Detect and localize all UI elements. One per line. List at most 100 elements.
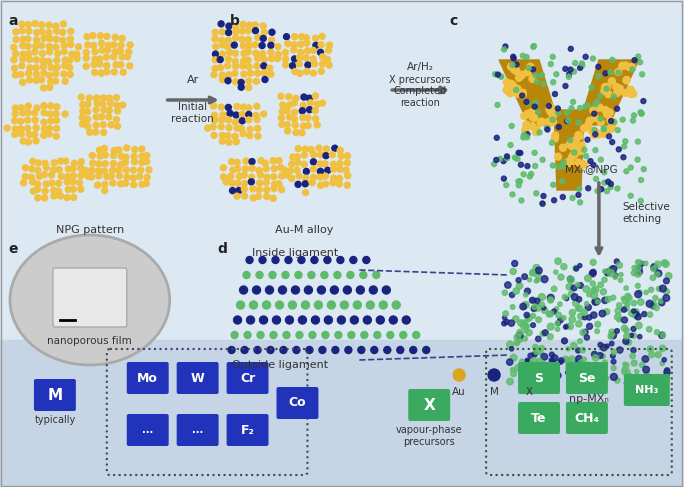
Circle shape	[514, 62, 519, 67]
Circle shape	[516, 150, 521, 155]
Circle shape	[550, 117, 555, 122]
Polygon shape	[499, 60, 559, 125]
Circle shape	[282, 62, 289, 68]
Circle shape	[118, 42, 124, 48]
Circle shape	[541, 276, 548, 282]
Circle shape	[512, 88, 519, 95]
Circle shape	[34, 186, 40, 192]
Circle shape	[624, 333, 629, 339]
Circle shape	[586, 186, 591, 191]
Circle shape	[238, 84, 244, 90]
Circle shape	[567, 160, 574, 167]
Circle shape	[47, 131, 52, 137]
Circle shape	[622, 90, 629, 96]
Circle shape	[514, 88, 518, 93]
Circle shape	[218, 21, 224, 27]
Circle shape	[617, 347, 623, 353]
Circle shape	[102, 181, 108, 187]
Circle shape	[639, 111, 644, 116]
Circle shape	[246, 112, 252, 117]
Circle shape	[529, 114, 536, 121]
Circle shape	[557, 165, 562, 169]
Circle shape	[664, 376, 669, 381]
Circle shape	[661, 332, 665, 337]
Circle shape	[305, 122, 311, 129]
Circle shape	[542, 330, 548, 336]
Circle shape	[638, 198, 643, 204]
Circle shape	[578, 360, 584, 366]
Circle shape	[315, 101, 320, 107]
Circle shape	[143, 180, 149, 187]
Circle shape	[295, 159, 301, 166]
Circle shape	[644, 290, 648, 295]
Circle shape	[605, 91, 612, 98]
Circle shape	[605, 269, 611, 276]
Circle shape	[579, 142, 586, 149]
Circle shape	[510, 368, 515, 372]
Circle shape	[363, 257, 370, 263]
Circle shape	[131, 153, 137, 160]
Circle shape	[501, 176, 506, 181]
Circle shape	[653, 266, 657, 270]
Circle shape	[18, 131, 25, 137]
Circle shape	[25, 36, 31, 42]
Circle shape	[354, 301, 361, 309]
Circle shape	[97, 153, 103, 159]
Circle shape	[547, 103, 551, 109]
Circle shape	[211, 103, 217, 109]
Circle shape	[233, 63, 239, 69]
Circle shape	[241, 51, 247, 56]
Circle shape	[279, 121, 285, 128]
Circle shape	[531, 67, 536, 72]
Circle shape	[598, 116, 603, 121]
Circle shape	[534, 347, 540, 354]
Circle shape	[635, 283, 640, 288]
Circle shape	[369, 286, 378, 294]
Circle shape	[361, 332, 368, 338]
Circle shape	[139, 153, 145, 159]
Circle shape	[509, 124, 514, 129]
Circle shape	[522, 305, 526, 309]
Circle shape	[550, 163, 555, 168]
Circle shape	[507, 341, 514, 348]
Circle shape	[42, 160, 48, 166]
Circle shape	[282, 167, 287, 173]
Circle shape	[113, 62, 119, 68]
Circle shape	[265, 286, 274, 294]
Circle shape	[639, 111, 644, 116]
Circle shape	[607, 126, 614, 133]
Circle shape	[94, 182, 101, 188]
Circle shape	[531, 114, 538, 121]
Circle shape	[278, 165, 284, 170]
Circle shape	[256, 168, 262, 173]
Circle shape	[25, 117, 31, 123]
Circle shape	[220, 42, 226, 48]
Circle shape	[642, 167, 646, 171]
Circle shape	[54, 57, 60, 63]
Circle shape	[610, 265, 617, 272]
Circle shape	[297, 55, 302, 61]
Circle shape	[322, 161, 328, 167]
Circle shape	[615, 69, 622, 75]
Circle shape	[213, 51, 218, 57]
Circle shape	[540, 361, 547, 367]
Circle shape	[302, 301, 309, 309]
Circle shape	[532, 304, 538, 309]
Text: Ar: Ar	[187, 75, 199, 85]
Circle shape	[622, 369, 628, 375]
Circle shape	[631, 375, 637, 380]
Circle shape	[598, 342, 603, 347]
Circle shape	[239, 286, 248, 294]
Circle shape	[97, 33, 103, 39]
Circle shape	[20, 110, 26, 116]
Circle shape	[608, 334, 614, 339]
Circle shape	[295, 271, 302, 279]
Circle shape	[345, 153, 350, 159]
Circle shape	[282, 49, 289, 56]
Circle shape	[254, 346, 261, 354]
Circle shape	[521, 53, 525, 58]
Circle shape	[296, 61, 302, 67]
Circle shape	[212, 117, 218, 123]
Circle shape	[534, 73, 538, 78]
Circle shape	[30, 179, 36, 185]
